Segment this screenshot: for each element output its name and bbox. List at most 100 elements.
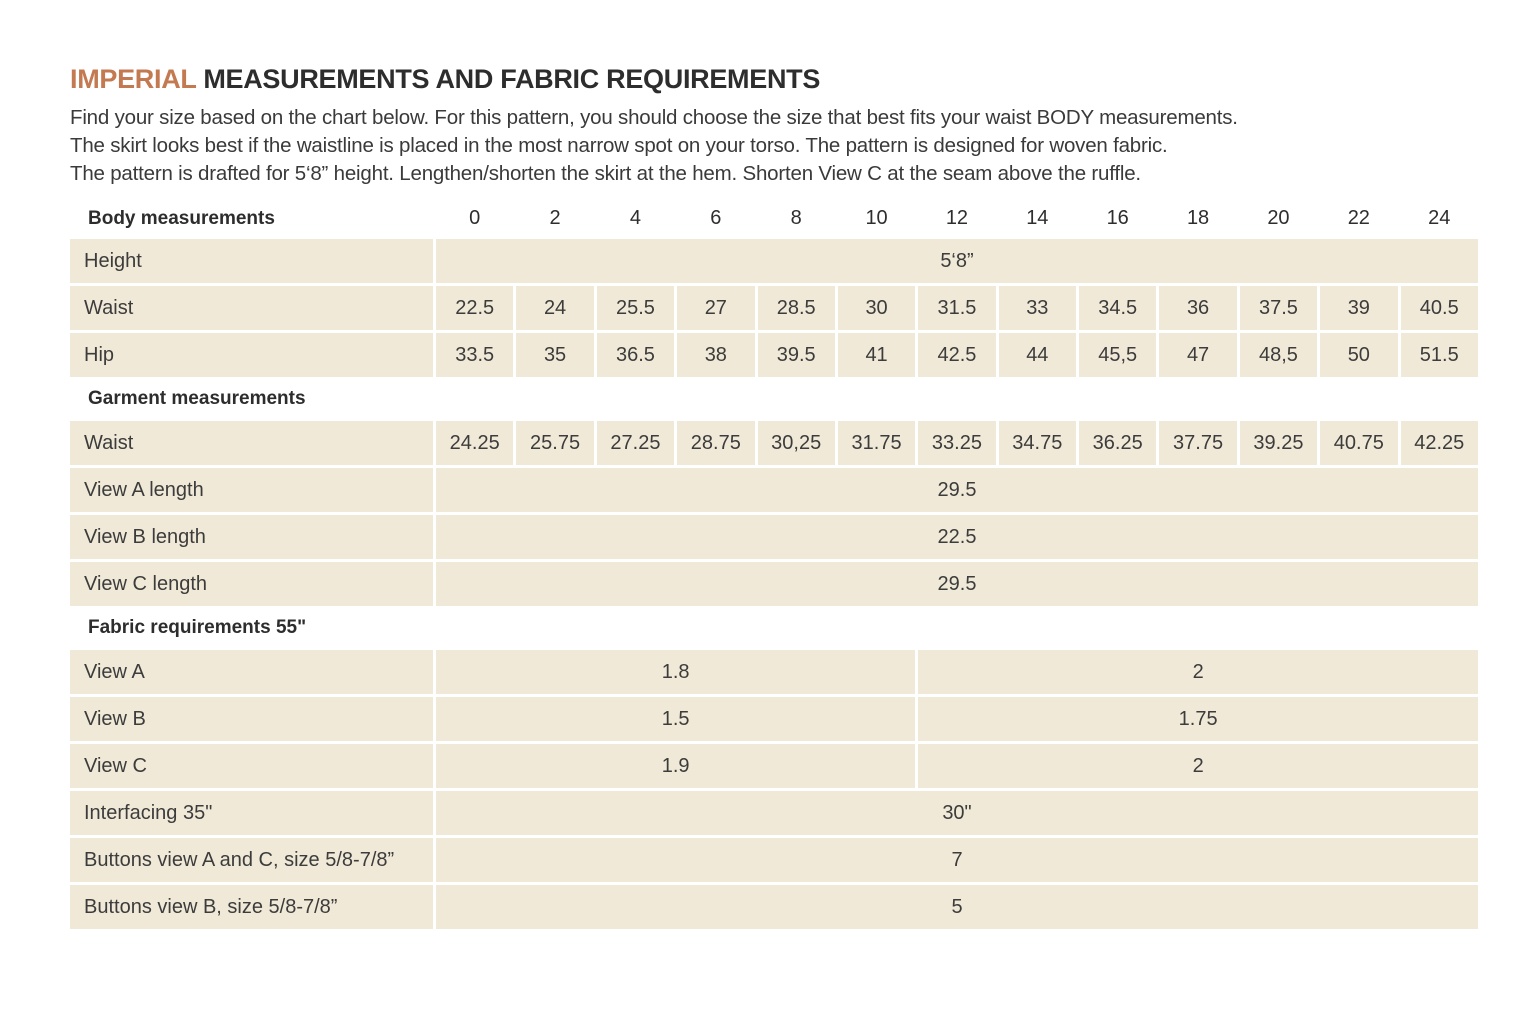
value-cell: 25.5	[596, 286, 675, 331]
value-cell: 5‘8”	[436, 239, 1478, 284]
value-cell: 41	[837, 333, 916, 378]
value-cell: 36.25	[1079, 421, 1157, 466]
value-cell: 22.5	[436, 286, 514, 331]
value-cell: 39.25	[1239, 421, 1318, 466]
value-cell: 31.5	[918, 286, 996, 331]
table-row: View A length 29.5	[70, 468, 1478, 513]
value-cell: 28.5	[757, 286, 835, 331]
row-label: Buttons view A and C, size 5/8-7/8”	[70, 838, 433, 883]
value-cell: 30"	[436, 791, 1478, 836]
size-column-header: 16	[1079, 201, 1157, 237]
value-cell: 45,5	[1079, 333, 1157, 378]
value-cell: 1.5	[436, 697, 916, 742]
size-column-header: 10	[837, 201, 916, 237]
value-cell: 40.75	[1320, 421, 1398, 466]
size-column-header: 12	[918, 201, 996, 237]
value-cell: 33.25	[918, 421, 996, 466]
value-cell: 22.5	[436, 515, 1478, 560]
table-row: Waist 22.5 24 25.5 27 28.5 30 31.5 33 34.5 36 37.5 3…	[70, 286, 1478, 331]
value-cell: 44	[998, 333, 1076, 378]
table-row: Hip 33.5 35 36.5 38 39.5 41 42.5 44 45,5 47 48,5 50 5…	[70, 333, 1478, 378]
table-row: View B length 22.5	[70, 515, 1478, 560]
size-column-header: 6	[677, 201, 755, 237]
size-column-header: 0	[436, 201, 514, 237]
table-row: View C length 29.5	[70, 562, 1478, 607]
value-cell: 33.5	[436, 333, 514, 378]
table-row: Buttons view A and C, size 5/8-7/8” 7	[70, 838, 1478, 883]
section-header-row: Fabric requirements 55"	[70, 609, 1478, 648]
row-label: Buttons view B, size 5/8-7/8”	[70, 885, 433, 930]
value-cell: 5	[436, 885, 1478, 930]
size-header-row: Body measurements 0 2 4 6 8 10 12 14 16 18 20 22 24	[70, 201, 1478, 237]
value-cell: 1.8	[436, 650, 916, 695]
table-row: View A 1.8 2	[70, 650, 1478, 695]
size-column-header: 4	[596, 201, 675, 237]
title-highlight: IMPERIAL	[70, 64, 197, 94]
section-header-label: Garment measurements	[70, 380, 1478, 419]
row-label: Waist	[70, 421, 433, 466]
value-cell: 2	[918, 744, 1478, 789]
page-title: IMPERIAL MEASUREMENTS AND FABRIC REQUIRE…	[70, 64, 1482, 95]
value-cell: 2	[918, 650, 1478, 695]
row-label: View B	[70, 697, 433, 742]
row-label: View A length	[70, 468, 433, 513]
value-cell: 39	[1320, 286, 1398, 331]
table-head-label: Body measurements	[70, 201, 433, 237]
value-cell: 24	[516, 286, 594, 331]
value-cell: 50	[1320, 333, 1398, 378]
value-cell: 38	[677, 333, 755, 378]
value-cell: 37.75	[1159, 421, 1237, 466]
value-cell: 25.75	[516, 421, 594, 466]
size-column-header: 18	[1159, 201, 1237, 237]
size-column-header: 2	[516, 201, 594, 237]
value-cell: 34.75	[998, 421, 1076, 466]
value-cell: 39.5	[757, 333, 835, 378]
table-head: Body measurements 0 2 4 6 8 10 12 14 16 18 20 22 24	[70, 201, 1478, 237]
table-body: Height 5‘8” Waist 22.5 24 25.5 27 28.5 30 31.5 33 3…	[70, 239, 1478, 930]
measurements-table: Body measurements 0 2 4 6 8 10 12 14 16 18 20 22 24 …	[67, 198, 1481, 932]
value-cell: 1.9	[436, 744, 916, 789]
section-header-row: Garment measurements	[70, 380, 1478, 419]
value-cell: 37.5	[1239, 286, 1318, 331]
value-cell: 27.25	[596, 421, 675, 466]
row-label: View A	[70, 650, 433, 695]
value-cell: 28.75	[677, 421, 755, 466]
table-row: Buttons view B, size 5/8-7/8” 5	[70, 885, 1478, 930]
size-column-header: 8	[757, 201, 835, 237]
section-header-label: Fabric requirements 55"	[70, 609, 1478, 648]
table-row: Interfacing 35" 30"	[70, 791, 1478, 836]
row-label: Height	[70, 239, 433, 284]
size-column-header: 20	[1239, 201, 1318, 237]
intro-line-3: The pattern is drafted for 5‘8” height. …	[70, 162, 1141, 186]
value-cell: 34.5	[1079, 286, 1157, 331]
row-label: View B length	[70, 515, 433, 560]
table-row: View C 1.9 2	[70, 744, 1478, 789]
size-column-header: 24	[1400, 201, 1478, 237]
value-cell: 27	[677, 286, 755, 331]
value-cell: 51.5	[1400, 333, 1478, 378]
value-cell: 48,5	[1239, 333, 1318, 378]
table-row: View B 1.5 1.75	[70, 697, 1478, 742]
row-label: Hip	[70, 333, 433, 378]
size-column-header: 22	[1320, 201, 1398, 237]
row-label: View C	[70, 744, 433, 789]
table-row: Height 5‘8”	[70, 239, 1478, 284]
row-label: Interfacing 35"	[70, 791, 433, 836]
value-cell: 7	[436, 838, 1478, 883]
value-cell: 36.5	[596, 333, 675, 378]
value-cell: 42.25	[1400, 421, 1478, 466]
intro-line-1: Find your size based on the chart below.…	[70, 106, 1238, 130]
row-label: View C length	[70, 562, 433, 607]
value-cell: 31.75	[837, 421, 916, 466]
title-rest: MEASUREMENTS AND FABRIC REQUIREMENTS	[196, 64, 821, 94]
value-cell: 35	[516, 333, 594, 378]
intro-line-2: The skirt looks best if the waistline is…	[70, 134, 1168, 158]
value-cell: 24.25	[436, 421, 514, 466]
row-label: Waist	[70, 286, 433, 331]
value-cell: 33	[998, 286, 1076, 331]
value-cell: 30	[837, 286, 916, 331]
value-cell: 40.5	[1400, 286, 1478, 331]
size-column-header: 14	[998, 201, 1076, 237]
table-row: Waist 24.25 25.75 27.25 28.75 30,25 31.75 33.25…	[70, 421, 1478, 466]
